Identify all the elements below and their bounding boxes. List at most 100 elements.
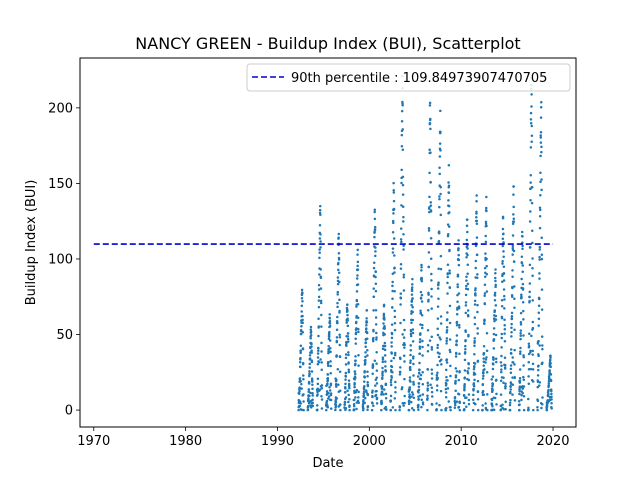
scatter-point [521, 235, 524, 238]
scatter-point [408, 393, 411, 396]
scatter-point [540, 362, 544, 366]
scatter-point [485, 273, 489, 276]
scatter-point [428, 148, 431, 152]
scatter-point [549, 373, 553, 376]
scatter-point [499, 408, 503, 411]
x-tick-label: 2020 [536, 434, 569, 449]
scatter-point [399, 238, 403, 241]
scatter-point [491, 382, 495, 386]
scatter-point [308, 354, 312, 357]
scatter-point [519, 352, 522, 355]
scatter-point [391, 280, 394, 284]
scatter-point [309, 391, 312, 395]
scatter-point [301, 331, 305, 334]
scatter-point [301, 314, 304, 318]
scatter-point [541, 396, 544, 399]
scatter-point [380, 393, 383, 396]
scatter-point [494, 268, 497, 271]
scatter-point [463, 376, 467, 379]
scatter-point [299, 349, 303, 352]
scatter-point [374, 289, 378, 293]
scatter-point [541, 347, 544, 351]
scatter-point [511, 269, 514, 272]
scatter-point [527, 368, 531, 371]
scatter-point [347, 368, 350, 371]
scatter-point [383, 333, 386, 336]
scatter-point [355, 314, 358, 318]
scatter-point [301, 321, 304, 324]
scatter-point [490, 378, 493, 381]
scatter-point [428, 205, 431, 209]
scatter-point [531, 328, 534, 331]
scatter-point [494, 272, 497, 275]
scatter-point [357, 364, 360, 367]
scatter-point [418, 345, 422, 348]
scatter-point [391, 306, 394, 309]
scatter-point [427, 227, 431, 230]
scatter-point [510, 322, 513, 326]
scatter-point [320, 368, 323, 372]
scatter-point [402, 220, 405, 223]
scatter-point [484, 358, 488, 361]
scatter-point [354, 337, 357, 341]
scatter-point [412, 408, 416, 412]
scatter-point [455, 320, 459, 324]
scatter-point [513, 328, 516, 331]
scatter-point [540, 178, 543, 181]
scatter-point [355, 305, 358, 308]
y-tick-label: 150 [48, 177, 73, 192]
scatter-point [374, 390, 377, 393]
scatter-point [309, 328, 313, 331]
scatter-point [426, 308, 430, 312]
scatter-point [481, 408, 484, 412]
scatter-point [372, 287, 376, 290]
scatter-point [328, 389, 332, 392]
scatter-point [541, 403, 544, 406]
scatter-point [319, 358, 322, 361]
scatter-point [400, 120, 404, 123]
scatter-point [522, 395, 526, 398]
scatter-point [528, 282, 532, 285]
scatter-point [504, 385, 507, 388]
scatter-point [448, 348, 452, 352]
scatter-point [430, 386, 434, 390]
scatter-point [531, 349, 534, 353]
scatter-point [511, 286, 514, 290]
scatter-point [430, 390, 434, 394]
scatter-point [353, 398, 356, 402]
scatter-point [438, 336, 441, 339]
scatter-point [375, 338, 378, 341]
scatter-point [374, 378, 378, 382]
scatter-point [383, 341, 387, 345]
scatter-point [389, 383, 393, 387]
scatter-point [390, 332, 394, 336]
scatter-point [364, 358, 367, 362]
scatter-point [444, 396, 448, 399]
scatter-point [522, 355, 525, 359]
scatter-point [347, 353, 350, 357]
scatter-point [447, 164, 451, 167]
scatter-point [426, 349, 430, 353]
scatter-point [356, 316, 360, 320]
scatter-point [410, 391, 414, 394]
scatter-point [399, 267, 403, 270]
scatter-point [538, 344, 541, 347]
scatter-point [531, 353, 534, 356]
scatter-point [501, 237, 505, 241]
scatter-point [536, 408, 539, 412]
scatter-point [520, 398, 523, 402]
scatter-point [438, 172, 441, 176]
scatter-point [538, 245, 542, 249]
scatter-point [372, 336, 375, 340]
scatter-point [466, 371, 470, 375]
scatter-point [540, 236, 543, 239]
scatter-point [338, 370, 342, 374]
scatter-point [329, 371, 332, 375]
scatter-point [389, 408, 392, 412]
scatter-point [301, 347, 305, 351]
scatter-point [539, 171, 542, 174]
scatter-point [307, 388, 311, 391]
scatter-points [297, 74, 553, 412]
scatter-point [390, 352, 394, 355]
scatter-point [366, 405, 369, 409]
